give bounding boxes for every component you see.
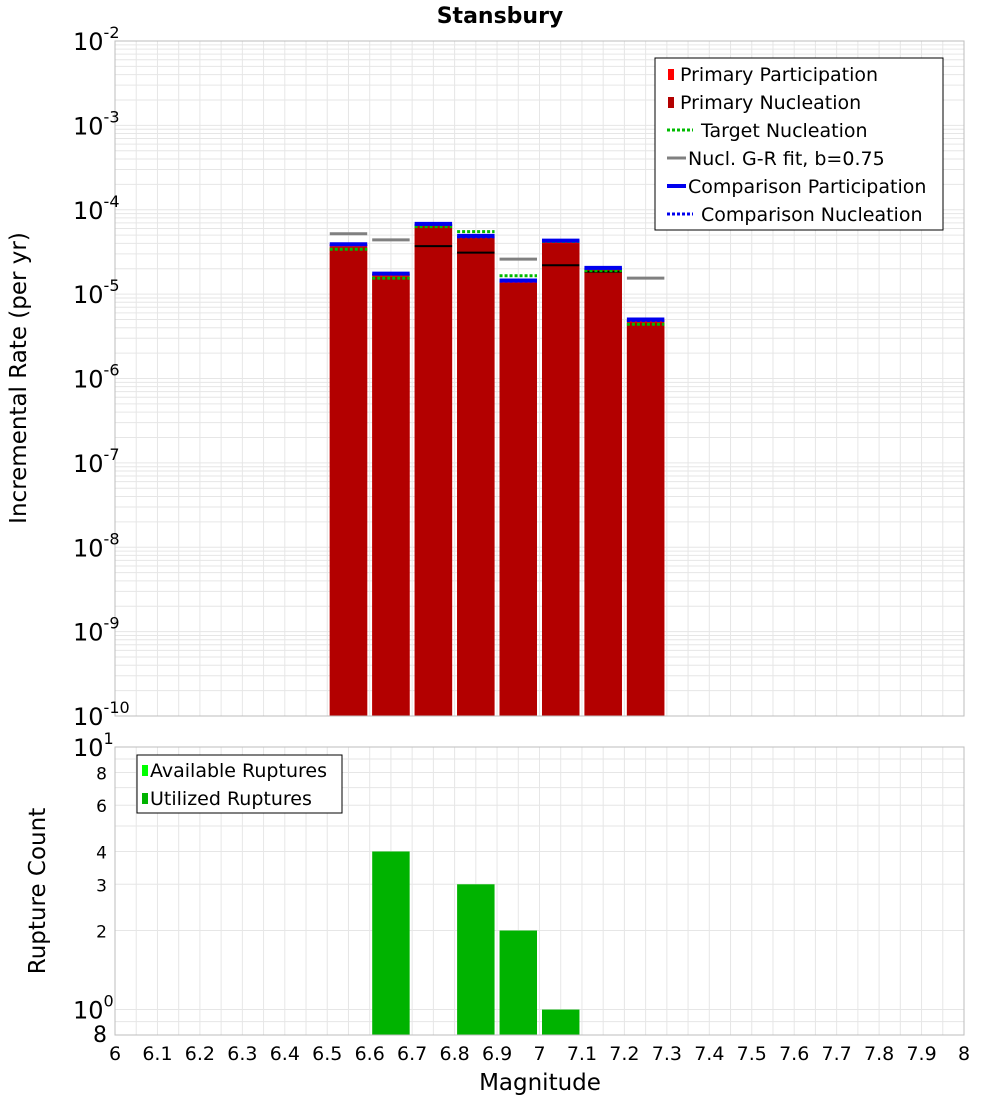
y-tick-label: 10-2 [73,23,120,56]
x-tick-label: 8 [958,1043,970,1065]
x-tick-label: 6.6 [355,1043,385,1065]
x-axis-label: Magnitude [479,1070,601,1096]
x-tick-label: 7 [533,1043,545,1065]
top-legend-box [654,57,944,231]
x-tick-label: 6.8 [439,1043,469,1065]
y-tick-label: 10-8 [73,529,120,562]
legend-label: Primary Participation [680,64,878,86]
y-tick-label: 10-7 [73,445,120,478]
y-tick-label: 6 [96,797,107,817]
x-tick-label: 6.7 [397,1043,427,1065]
x-tick-label: 6.3 [227,1043,257,1065]
legend-swatch [142,765,148,776]
legend-swatch [668,69,674,80]
legend-label: Comparison Nucleation [701,204,923,226]
legend-swatch [668,97,674,108]
rupture-count-bar [372,851,410,1035]
x-tick-label: 7.6 [779,1043,809,1065]
top-panel: 10-2 10-3 10-4 10-5 10-6 10-7 10-8 10-9 10-10 Pri… [73,23,965,731]
x-tick-label: 7.8 [864,1043,894,1065]
nucleation-bar [457,238,495,716]
legend-label: Target Nucleation [700,120,868,142]
x-tick-label: 6.4 [270,1043,300,1065]
y-tick-label: 10-5 [73,276,120,309]
nucleation-bar [584,270,622,716]
x-tick-label: 6.9 [482,1043,512,1065]
bottom-plot-frame [114,746,965,1036]
legend-label: Nucl. G-R fit, b=0.75 [688,148,885,170]
nucleation-bar [626,322,665,716]
top-plot-frame [114,40,965,717]
y-tick-label: 100 [73,992,114,1025]
y-tick-label: 10-3 [73,107,120,140]
chart-title: Stansbury [437,4,564,29]
x-tick-label: 7.2 [609,1043,639,1065]
bottom-legend-box [136,754,343,814]
rupture-count-bar [457,884,495,1035]
rupture-count-bar [499,930,537,1035]
y-tick-label: 10-4 [73,192,120,225]
y-tick-label: 3 [96,876,107,896]
nucleation-bar [542,243,580,717]
top-y-axis-label: Incremental Rate (per yr) [6,232,32,524]
y-tick-label: 101 [73,729,114,762]
y-tick-label: 8 [93,1023,107,1048]
y-tick-label: 8 [96,764,107,784]
legend-label: Utilized Ruptures [150,788,312,810]
bottom-y-axis-label: Rupture Count [25,808,51,974]
nucleation-bar [499,283,537,716]
x-tick-label: 6 [109,1043,121,1065]
x-tick-label: 7.7 [822,1043,852,1065]
legend-swatch [142,793,148,804]
y-tick-label: 2 [96,923,107,943]
legend-label: Available Ruptures [150,760,327,782]
x-tick-label: 7.3 [652,1043,682,1065]
x-tick-label: 6.5 [312,1043,342,1065]
y-tick-label: 10-10 [73,698,130,731]
nucleation-bar [329,247,368,716]
x-tick-label: 6.2 [185,1043,215,1065]
y-tick-label: 10-9 [73,614,120,647]
rupture-count-bar [542,1009,580,1035]
x-tick-label: 7.5 [737,1043,767,1065]
y-tick-label: 4 [96,843,107,863]
x-tick-label: 6.1 [142,1043,172,1065]
x-tick-label: 7.9 [906,1043,936,1065]
y-tick-label: 10-6 [73,361,120,394]
x-tick-label: 7.4 [694,1043,724,1065]
nucleation-bar [414,226,453,716]
legend-label: Comparison Participation [688,176,926,198]
x-tick-label: 7.1 [567,1043,597,1065]
legend-label: Primary Nucleation [680,92,861,114]
x-tick-labels: 6 6.1 6.2 6.3 6.4 6.5 6.6 6.7 6.8 6.9 7 7.1 7.2 7.3 7.… [109,1043,970,1065]
nucleation-bar [372,276,410,716]
